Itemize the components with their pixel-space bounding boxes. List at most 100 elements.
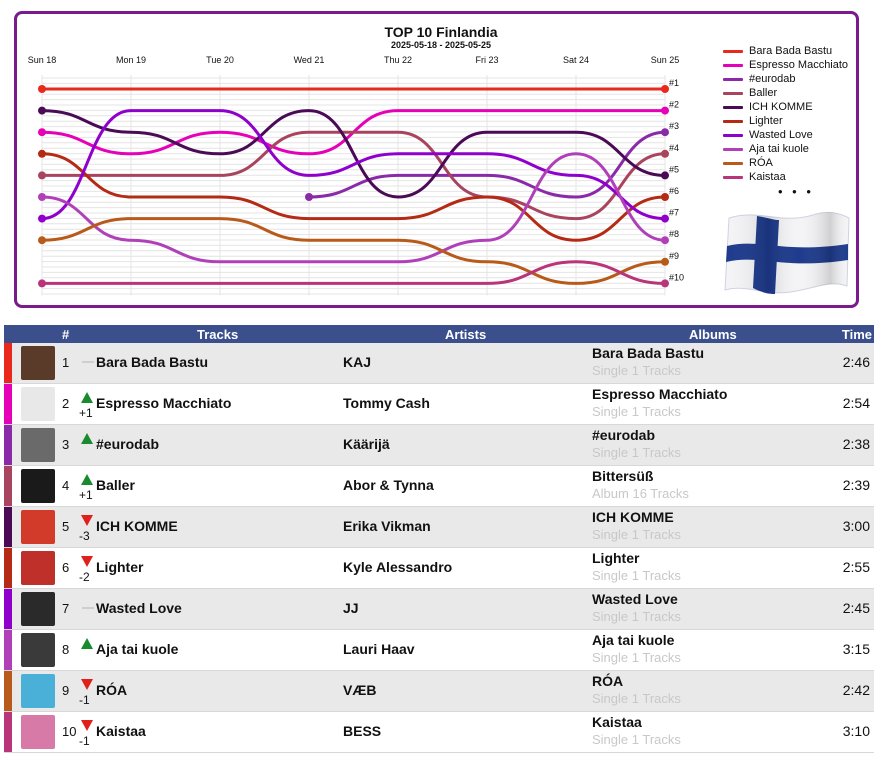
album-title[interactable]: Aja tai kuole [592, 632, 675, 648]
legend-more[interactable]: • • • [778, 184, 814, 199]
series-6 [38, 109, 669, 223]
album-cover-image[interactable] [21, 387, 55, 421]
album-title[interactable]: Lighter [592, 550, 640, 566]
series-point[interactable] [38, 149, 46, 158]
album-title[interactable]: Espresso Macchiato [592, 386, 728, 402]
album-title[interactable]: #eurodab [592, 427, 656, 443]
rank-delta: +1 [79, 406, 93, 420]
album-type: Single 1 Tracks [592, 527, 681, 542]
series-point[interactable] [661, 106, 669, 115]
legend-item[interactable]: Wasted Love [723, 128, 873, 142]
legend-item[interactable]: Aja tai kuole [723, 142, 873, 156]
track-title[interactable]: RÓA [96, 682, 128, 698]
series-point[interactable] [661, 149, 669, 158]
legend-label: Aja tai kuole [749, 143, 809, 155]
table-row[interactable]: 5 -3 ICH KOMME Erika Vikman ICH KOMME Si… [4, 507, 874, 548]
album-title[interactable]: RÓA [592, 673, 624, 689]
table-row[interactable]: 10 -1 Kaistaa BESS Kaistaa Single 1 Trac… [4, 712, 874, 753]
album-cover-image[interactable] [21, 633, 55, 667]
table-row[interactable]: 8 Aja tai kuole Lauri Haav Aja tai kuole… [4, 630, 874, 671]
series-point[interactable] [38, 85, 46, 93]
trend-same-icon [82, 361, 94, 363]
series-point[interactable] [661, 171, 669, 180]
series-point[interactable] [661, 193, 669, 201]
rank-chart: TOP 10 Finlandia 2025-05-18 - 2025-05-25… [28, 24, 684, 296]
album-title[interactable]: Bara Bada Bastu [592, 345, 705, 361]
legend-swatch [723, 175, 743, 179]
x-tick-label: Mon 19 [116, 55, 146, 65]
header-artists[interactable]: Artists [445, 326, 487, 342]
album-cover-image[interactable] [21, 592, 55, 626]
x-tick-label: Sat 24 [563, 55, 589, 65]
artist-name[interactable]: JJ [343, 600, 359, 616]
header-time[interactable]: Time [841, 326, 872, 342]
artist-name[interactable]: BESS [343, 723, 382, 739]
legend-item[interactable]: Bara Bada Bastu [723, 44, 873, 58]
legend-item[interactable]: Baller [723, 86, 873, 100]
legend-item[interactable]: Lighter [723, 114, 873, 128]
header-tracks[interactable]: Tracks [197, 326, 239, 342]
track-title[interactable]: Wasted Love [96, 600, 182, 616]
series-point[interactable] [661, 279, 669, 288]
album-title[interactable]: Bittersüß [592, 468, 654, 484]
series-point[interactable] [38, 171, 46, 180]
track-title[interactable]: Baller [96, 477, 135, 493]
album-cover-image[interactable] [21, 674, 55, 708]
legend-item[interactable]: Kaistaa [723, 170, 873, 184]
table-row[interactable]: 3 #eurodab Käärijä #eurodab Single 1 Tra… [4, 425, 874, 466]
series-point[interactable] [38, 279, 46, 288]
rank-number: 8 [62, 642, 70, 657]
series-point[interactable] [661, 128, 669, 137]
rank-delta: -1 [79, 734, 90, 748]
track-title[interactable]: Bara Bada Bastu [96, 354, 209, 370]
legend-item[interactable]: ICH KOMME [723, 100, 873, 114]
album-cover-image[interactable] [21, 346, 55, 380]
series-point[interactable] [38, 193, 46, 201]
album-cover-image[interactable] [21, 551, 55, 585]
track-title[interactable]: Kaistaa [96, 723, 146, 739]
series-point[interactable] [38, 128, 46, 137]
artist-name[interactable]: Tommy Cash [343, 395, 430, 411]
track-title[interactable]: Aja tai kuole [96, 641, 179, 657]
table-row[interactable]: 9 -1 RÓA VÆB RÓA Single 1 Tracks 2:42 [4, 671, 874, 712]
track-duration: 2:45 [842, 600, 870, 616]
table-row[interactable]: 4 +1 Baller Abor & Tynna Bittersüß Album… [4, 466, 874, 507]
artist-name[interactable]: Abor & Tynna [343, 477, 434, 493]
legend-item[interactable]: Espresso Macchiato [723, 58, 873, 72]
legend-item[interactable]: #eurodab [723, 72, 873, 86]
album-title[interactable]: Wasted Love [592, 591, 678, 607]
album-cover-image[interactable] [21, 469, 55, 503]
artist-name[interactable]: Lauri Haav [343, 641, 415, 657]
series-point[interactable] [38, 236, 46, 245]
table-row[interactable]: 2 +1 Espresso Macchiato Tommy Cash Espre… [4, 384, 874, 425]
table-row[interactable]: 6 -2 Lighter Kyle Alessandro Lighter Sin… [4, 548, 874, 589]
track-title[interactable]: ICH KOMME [96, 518, 178, 534]
album-title[interactable]: Kaistaa [592, 714, 642, 730]
header-albums[interactable]: Albums [689, 326, 737, 342]
series-point[interactable] [38, 106, 46, 115]
artist-name[interactable]: Kyle Alessandro [343, 559, 453, 575]
track-title[interactable]: #eurodab [96, 436, 160, 452]
chart-legend: Bara Bada Bastu Espresso Macchiato #euroda… [723, 44, 873, 184]
track-title[interactable]: Espresso Macchiato [96, 395, 232, 411]
album-title[interactable]: ICH KOMME [592, 509, 674, 525]
table-row[interactable]: 1 Bara Bada Bastu KAJ Bara Bada Bastu Si… [4, 343, 874, 384]
series-point[interactable] [305, 193, 313, 201]
album-cover-image[interactable] [21, 428, 55, 462]
track-title[interactable]: Lighter [96, 559, 144, 575]
series-point[interactable] [661, 257, 669, 266]
series-point[interactable] [38, 214, 46, 223]
artist-name[interactable]: Käärijä [343, 436, 390, 452]
header-rank[interactable]: # [62, 326, 70, 342]
table-row[interactable]: 7 Wasted Love JJ Wasted Love Single 1 Tr… [4, 589, 874, 630]
artist-name[interactable]: KAJ [343, 354, 372, 370]
artist-name[interactable]: Erika Vikman [343, 518, 431, 534]
legend-item[interactable]: RÓA [723, 156, 873, 170]
series-point[interactable] [661, 236, 669, 245]
series-point[interactable] [661, 214, 669, 223]
album-cover-image[interactable] [21, 715, 55, 749]
album-cover-image[interactable] [21, 510, 55, 544]
artist-name[interactable]: VÆB [343, 682, 377, 698]
series-point[interactable] [661, 85, 669, 93]
row-color-bar [4, 466, 12, 506]
